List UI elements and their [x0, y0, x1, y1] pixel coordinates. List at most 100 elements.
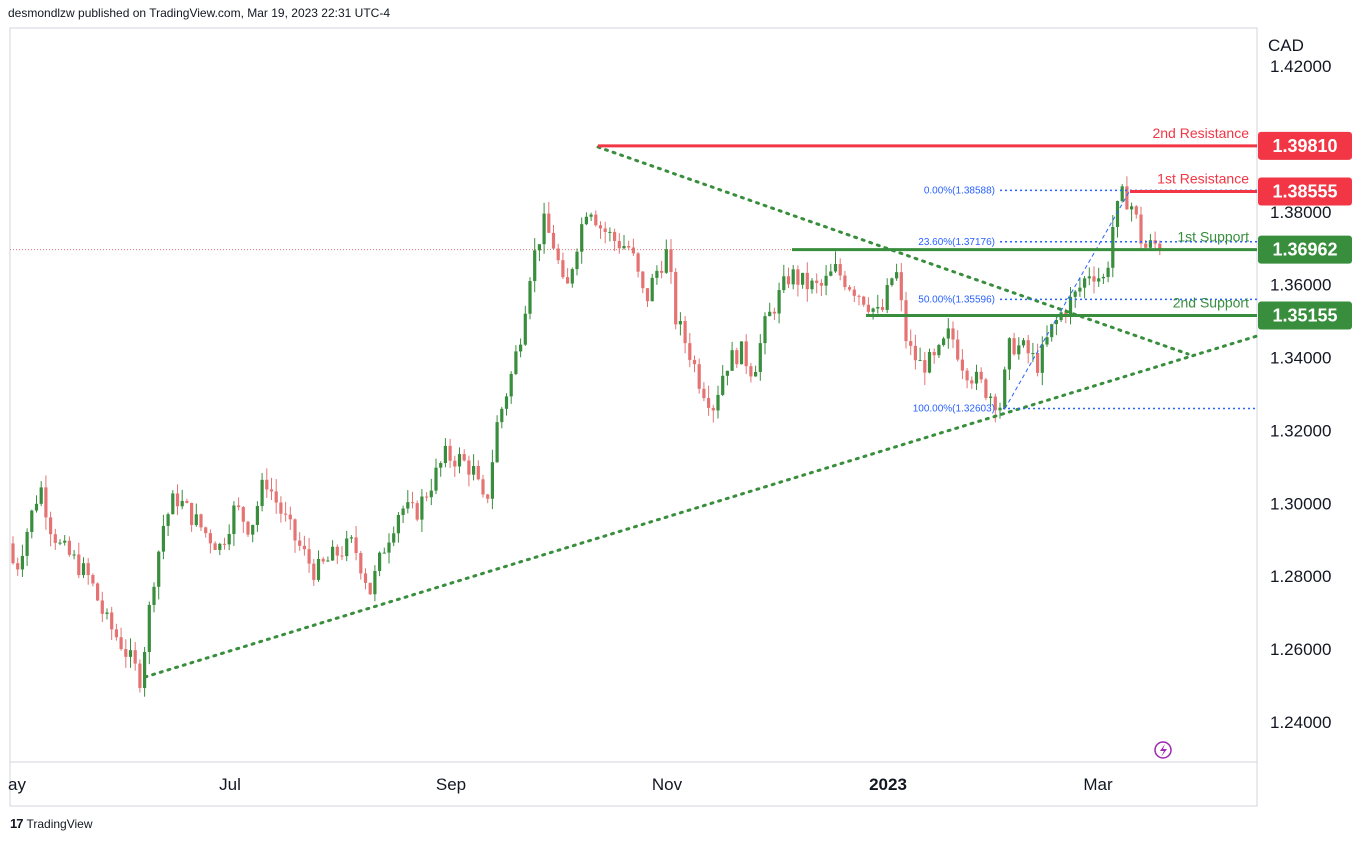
candle-body: [711, 407, 715, 411]
candle-body: [1036, 353, 1040, 373]
candle-body: [166, 514, 170, 526]
price-axis[interactable]: CAD 1.42000 1.38000 1.36000 1.34000 1.32000 1.…: [1268, 36, 1331, 732]
candle-body: [533, 250, 537, 282]
price-tick-label: 1.42000: [1270, 57, 1331, 76]
alert-icon[interactable]: [1154, 741, 1172, 759]
candle-body: [1003, 369, 1007, 408]
candle-body: [1021, 340, 1026, 346]
candle-body: [486, 494, 490, 499]
candle-body: [213, 543, 217, 550]
candle-body: [810, 280, 814, 290]
candle-body: [669, 249, 673, 273]
candle-body: [556, 248, 560, 261]
candle-body: [274, 491, 278, 503]
level-label: 2nd Resistance: [1152, 125, 1249, 141]
candle-body: [542, 213, 546, 245]
candle-body: [721, 375, 725, 395]
candle-body: [326, 560, 330, 562]
price-tick-label: 1.28000: [1270, 567, 1331, 586]
candle-body: [561, 260, 565, 278]
candle-body: [570, 269, 574, 284]
candle-body: [1078, 287, 1082, 292]
candle-body: [316, 558, 321, 580]
currency-label: CAD: [1268, 36, 1304, 55]
candle-body: [551, 232, 556, 249]
candle-body: [791, 269, 795, 285]
brand-name[interactable]: TradingView: [26, 816, 93, 831]
candle-body: [678, 320, 682, 325]
candle-body: [890, 278, 894, 286]
candle-body: [232, 505, 236, 535]
candle-body: [739, 341, 744, 365]
candle-body: [1158, 243, 1162, 251]
candle-body: [114, 629, 118, 638]
candle-body: [951, 328, 955, 340]
candle-body: [956, 339, 960, 360]
level-label: 1st Support: [1177, 229, 1249, 245]
candle-body: [650, 277, 654, 302]
candle-body: [425, 496, 429, 498]
time-axis[interactable]: ay Jul Sep Nov 2023 Mar: [8, 775, 1113, 794]
candle-body: [302, 545, 306, 550]
candle-body: [1007, 338, 1011, 370]
candle-body: [674, 272, 678, 325]
candle-body: [702, 388, 706, 399]
candle-body: [396, 514, 400, 534]
fibonacci-retracement[interactable]: 0.00%(1.38588) 23.60%(1.37176) 50.00%(1.35…: [913, 185, 1257, 414]
candle-body: [265, 479, 269, 490]
candle-body: [382, 552, 386, 554]
candle-body: [989, 396, 993, 398]
candle-body: [758, 343, 762, 372]
candle-body: [1125, 186, 1129, 210]
candle-body: [589, 214, 593, 217]
candle-body: [298, 540, 302, 546]
candle-body: [622, 246, 626, 249]
candle-body: [749, 366, 753, 377]
candle-body: [368, 582, 372, 595]
candle-body: [697, 364, 701, 389]
candle-body: [185, 500, 189, 503]
candle-body: [744, 341, 748, 367]
time-tick-label: Sep: [436, 775, 466, 794]
fib-level-label: 100.00%(1.32603): [913, 403, 995, 414]
price-tick-label: 1.36000: [1270, 276, 1331, 295]
candle-body: [824, 275, 828, 286]
tradingview-logo-icon: 17: [10, 816, 24, 831]
candle-body: [1130, 206, 1134, 210]
candle-body: [345, 538, 349, 557]
level-price-tag: [1258, 235, 1352, 264]
candle-body: [72, 554, 76, 556]
candle-body: [476, 465, 480, 480]
candle-body: [1144, 243, 1148, 248]
candle-body: [293, 519, 297, 541]
candle-body: [429, 490, 433, 498]
candle-body: [965, 370, 969, 381]
candle-body: [932, 352, 936, 356]
candle-body: [645, 288, 650, 302]
candle-body: [222, 543, 227, 545]
candle-body: [970, 380, 974, 384]
candle-body: [1045, 337, 1049, 345]
candle-body: [49, 517, 53, 535]
time-tick-label: Jul: [219, 775, 241, 794]
support-resistance-levels: 2nd Resistance 1.39810 1st Resistance 1.385…: [598, 125, 1352, 330]
candle-body: [904, 300, 908, 342]
candle-body: [39, 487, 43, 504]
candle-body: [288, 514, 292, 520]
candle-body: [852, 289, 856, 296]
candle-body: [1139, 214, 1143, 244]
level-price-tag: [1258, 131, 1352, 160]
candle-body: [133, 650, 137, 664]
candle-body: [519, 344, 523, 352]
candle-body: [495, 422, 499, 463]
time-tick-label: 2023: [869, 775, 907, 794]
candle-body: [16, 563, 20, 570]
level-label: 1st Resistance: [1157, 171, 1249, 187]
candle-body: [608, 231, 612, 233]
candle-body: [218, 543, 222, 550]
candle-body: [439, 463, 443, 468]
candle-body: [1134, 206, 1138, 215]
candle-body: [763, 316, 767, 344]
candle-body: [1073, 291, 1077, 297]
